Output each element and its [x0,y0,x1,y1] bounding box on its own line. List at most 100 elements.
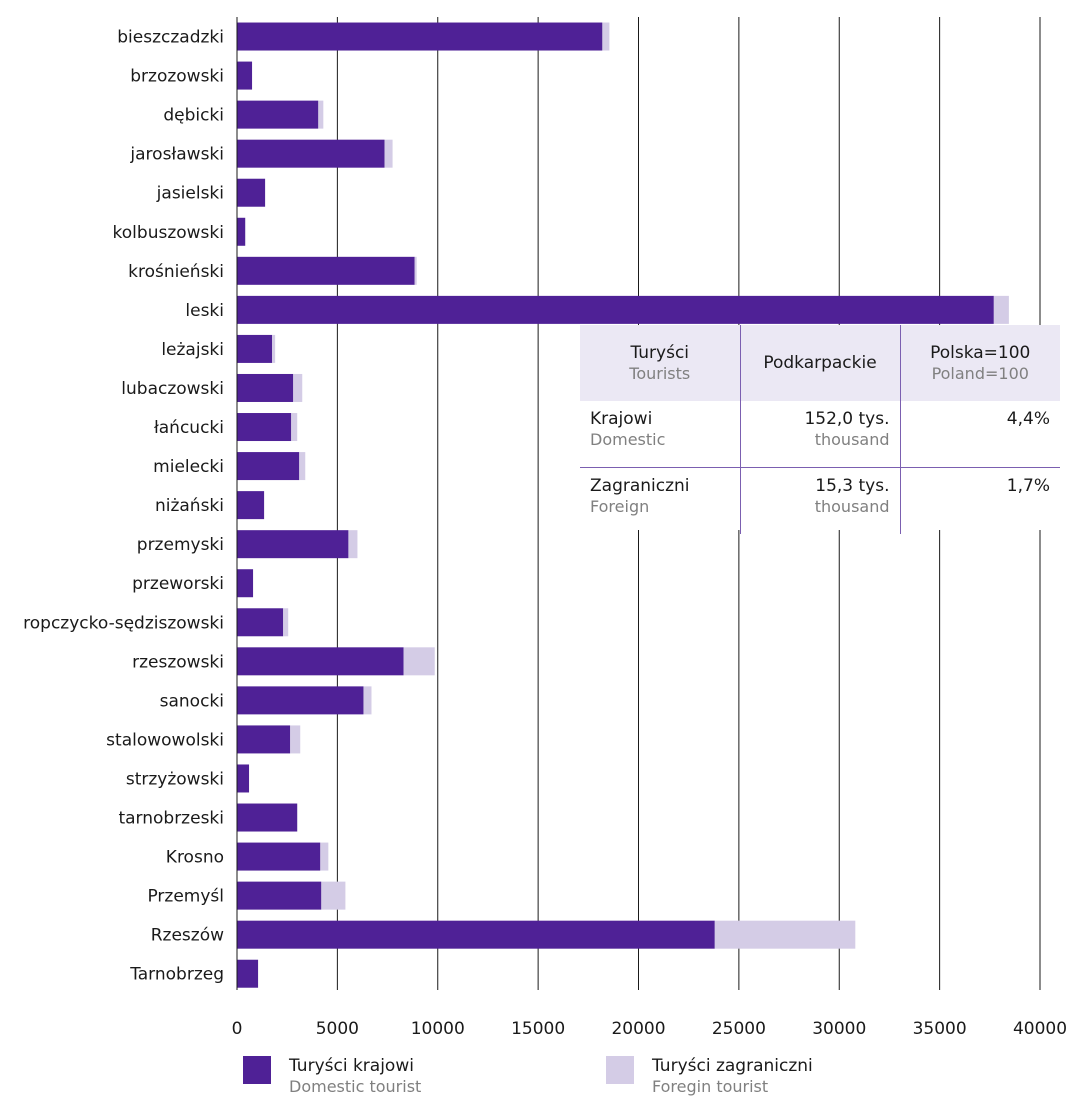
row-value: 15,3 tys. [815,476,890,496]
header-poland-index-label: Polska=100 [930,342,1031,363]
bar-domestic [237,217,246,246]
category-label: Rzeszów [151,926,224,946]
bar-domestic [237,764,250,793]
bar-foreign [320,842,329,871]
row-label-cell: Krajowi Domestic [580,401,740,468]
row-share-cell: 1,7% [899,467,1060,534]
bar-foreign [291,413,298,442]
header-region: Podkarpackie [739,325,900,401]
bar-domestic [237,413,292,442]
category-label: krośnieński [128,262,224,282]
legend-label-foreign-en: Foregin tourist [652,1077,769,1096]
legend-swatch-foreign [606,1056,634,1084]
legend-label-foreign: Turyści zagraniczni [652,1056,813,1076]
bar-domestic [237,842,321,871]
bar-domestic [237,452,300,481]
header-tourists-label: Turyści [630,342,690,363]
bar-domestic [237,803,298,832]
bar-domestic [237,647,404,676]
bars [237,22,1009,988]
bar-foreign [318,100,324,129]
category-label: mielecki [153,457,224,477]
category-label: Przemyśl [147,887,224,907]
x-tick-label: 15000 [511,1019,565,1039]
row-value-cell: 152,0 tys. thousand [739,401,900,468]
legend-label-domestic-en: Domestic tourist [289,1077,422,1096]
row-label-en: Domestic [590,430,666,449]
header-poland-index-label-en: Poland=100 [931,363,1029,383]
header-region-label: Podkarpackie [763,352,877,373]
row-share-cell: 4,4% [899,401,1060,468]
bar-foreign [384,139,393,168]
row-label: Krajowi [590,409,653,429]
bar-foreign [283,608,289,637]
bar-foreign [403,647,435,676]
legend-label-domestic: Turyści krajowi [289,1056,414,1076]
x-tick-label: 0 [232,1019,243,1039]
row-value: 152,0 tys. [804,409,890,429]
row-value-unit: thousand [814,497,890,516]
row-label: Zagraniczni [590,476,690,496]
category-label: stalowowolski [106,730,224,750]
bar-domestic [237,608,284,637]
table-row: Krajowi Domestic 152,0 tys. thousand 4,4… [580,401,1060,468]
bar-foreign [602,22,610,51]
bar-foreign [348,530,358,559]
summary-table: Turyści Tourists Podkarpackie Polska=100… [580,325,1060,534]
category-label: rzeszowski [132,652,224,672]
header-tourists-label-en: Tourists [629,363,691,383]
category-label: leski [185,301,224,321]
x-tick-label: 20000 [611,1019,665,1039]
bar-domestic [237,373,294,402]
category-label: brzozowski [130,67,224,87]
bar-foreign [714,920,856,949]
category-label: ropczycko-sędziszowski [23,613,224,633]
category-label: niżański [155,496,224,516]
x-tick-label: 30000 [812,1019,866,1039]
bar-foreign [993,295,1009,324]
bar-foreign [293,373,303,402]
table-row: Zagraniczni Foreign 15,3 tys. thousand 1… [580,467,1060,535]
header-tourists: Turyści Tourists [580,325,740,401]
summary-header-row: Turyści Tourists Podkarpackie Polska=100… [580,325,1060,401]
legend-text-foreign: Turyści zagraniczni Foregin tourist [652,1056,813,1097]
bar-domestic [237,959,259,988]
bar-foreign [363,686,372,715]
row-label-en: Foreign [590,497,650,516]
x-tick-label: 35000 [913,1019,967,1039]
category-label: strzyżowski [126,769,224,789]
category-label: bieszczadzki [117,28,224,48]
category-label: sanocki [160,691,224,711]
category-label: lubaczowski [121,379,224,399]
bar-foreign [299,452,306,481]
bar-domestic [237,491,265,520]
bar-domestic [237,22,603,51]
category-label: Tarnobrzeg [129,965,224,985]
bar-foreign [321,881,346,910]
bar-domestic [237,920,715,949]
x-tick-label: 10000 [411,1019,465,1039]
bar-foreign [290,725,301,754]
category-labels: bieszczadzki brzozowski dębicki jarosławski… [23,28,224,985]
summary-table-grid: Turyści Tourists Podkarpackie Polska=100… [580,325,1060,534]
category-label: przeworski [132,574,224,594]
bar-domestic [237,61,253,90]
bar-foreign [272,334,276,363]
category-label: kolbuszowski [113,223,224,243]
x-tick-label: 5000 [316,1019,359,1039]
category-label: leżajski [161,340,224,360]
bar-domestic [237,530,349,559]
bar-domestic [237,569,254,598]
bar-domestic [237,256,415,285]
category-label: jasielski [156,184,224,204]
bar-foreign [414,256,417,285]
bar-domestic [237,725,291,754]
row-label-cell: Zagraniczni Foreign [580,468,740,535]
row-value-cell: 15,3 tys. thousand [739,467,900,534]
bar-domestic [237,881,322,910]
category-label: przemyski [137,535,224,555]
bar-foreign [245,217,247,246]
bar-domestic [237,686,364,715]
category-label: Krosno [166,848,224,868]
bar-domestic [237,139,385,168]
